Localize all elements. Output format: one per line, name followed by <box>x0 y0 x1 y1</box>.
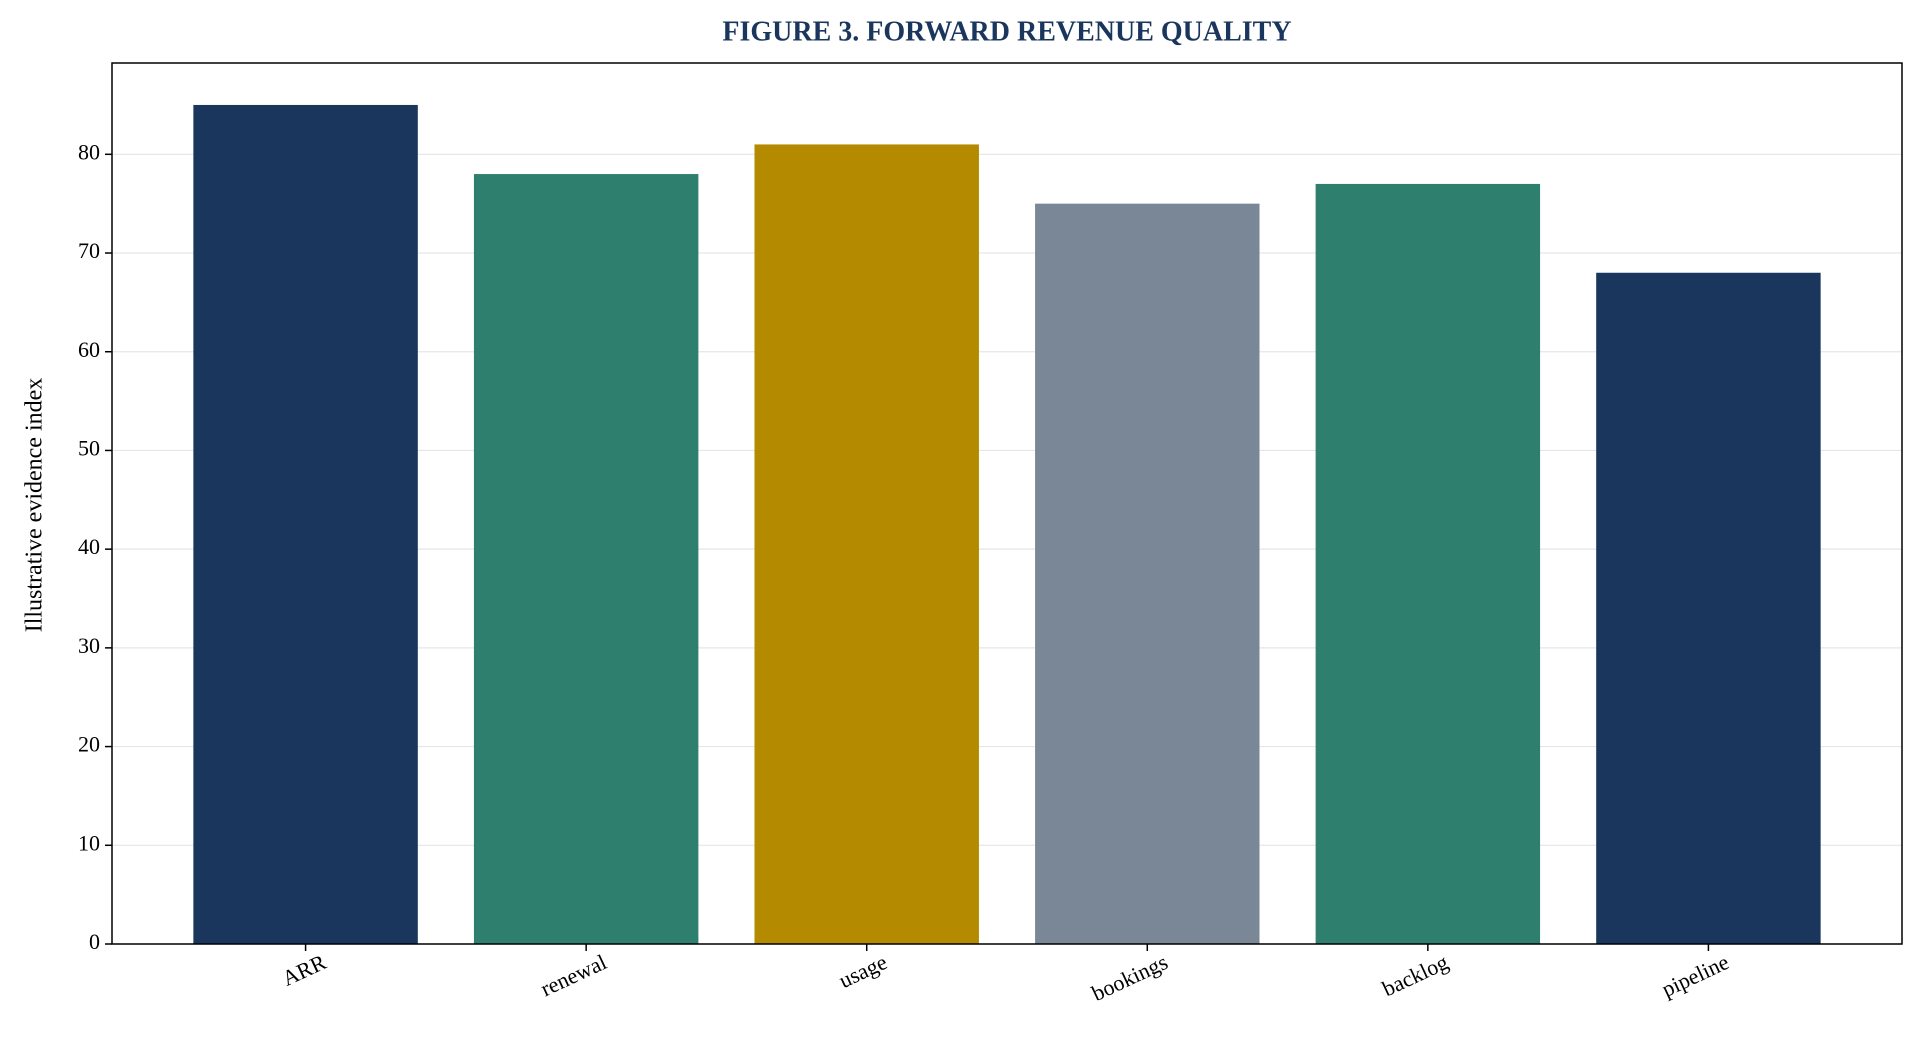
bar <box>193 104 418 944</box>
bar <box>754 144 979 944</box>
y-tick-label: 20 <box>78 732 100 757</box>
chart-title: FIGURE 3. FORWARD REVENUE QUALITY <box>722 16 1291 47</box>
y-tick-label: 60 <box>78 337 100 362</box>
x-tick-label: usage <box>835 949 891 993</box>
bar <box>1315 183 1541 944</box>
y-tick-label: 10 <box>78 830 100 855</box>
x-tick-label: pipeline <box>1658 949 1733 1002</box>
plot-frame <box>111 62 1903 945</box>
x-tick-label: ARR <box>278 949 330 991</box>
bar <box>1596 272 1821 944</box>
y-tick-label: 40 <box>78 534 100 559</box>
bar <box>1035 203 1260 944</box>
x-tick-label: backlog <box>1378 949 1452 1001</box>
y-tick-label: 0 <box>89 929 100 954</box>
y-tick-label: 70 <box>78 238 100 263</box>
x-tick-label: renewal <box>537 949 611 1001</box>
y-axis-label: Illustrative evidence index <box>22 378 48 633</box>
bar <box>473 174 699 944</box>
y-tick-label: 80 <box>78 139 100 164</box>
x-tick-label: bookings <box>1088 949 1172 1006</box>
y-tick-label: 50 <box>78 435 100 460</box>
y-tick-label: 30 <box>78 633 100 658</box>
